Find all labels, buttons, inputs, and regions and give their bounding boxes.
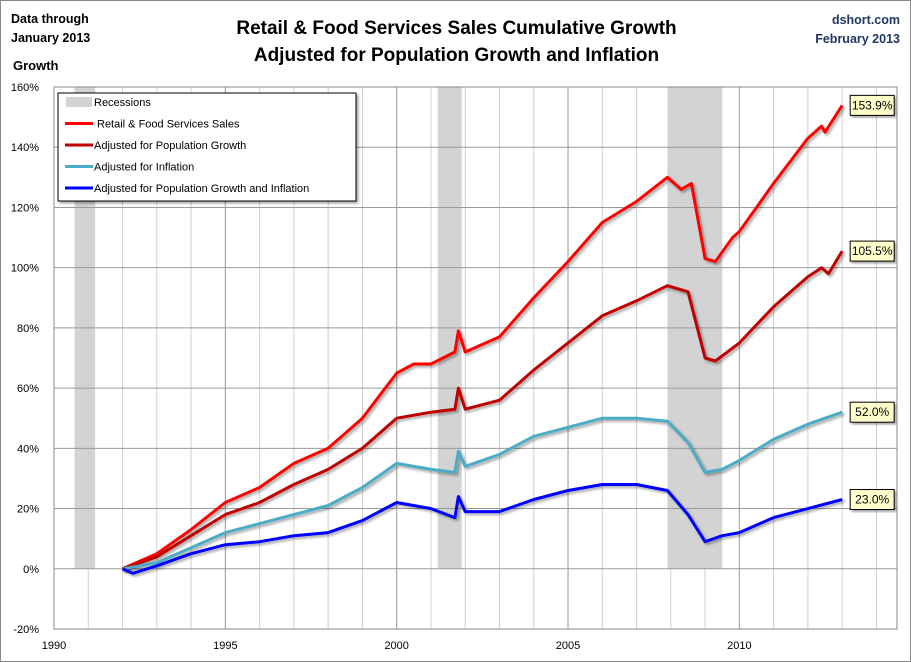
- y-tick-label: 80%: [17, 323, 39, 335]
- note-line-1: Data through: [11, 12, 89, 26]
- source-line-2: February 2013: [815, 32, 900, 46]
- y-tick-label: 140%: [11, 142, 39, 154]
- end-label-text: 105.5%: [852, 244, 893, 258]
- plot-border: [53, 86, 898, 630]
- end-label-text: 52.0%: [855, 405, 889, 419]
- x-tick-label: 1990: [42, 640, 66, 652]
- x-tick-label: 2010: [727, 640, 751, 652]
- legend-box: [57, 92, 357, 202]
- note-line-2: January 2013: [11, 31, 91, 45]
- data-through-note: Data through January 2013: [11, 10, 90, 48]
- end-label-box: [849, 489, 895, 511]
- end-value-label: 105.5%: [849, 240, 895, 262]
- y-tick-label: -20%: [13, 624, 39, 636]
- series-line-4: [121, 483, 843, 575]
- end-label-box: [849, 94, 895, 116]
- y-tick-label: 120%: [11, 202, 39, 214]
- legend-label: Retail & Food Services Sales: [97, 119, 240, 131]
- legend-label: Adjusted for Population Growth: [94, 140, 246, 152]
- end-value-label: 52.0%: [849, 401, 895, 423]
- end-label-box: [849, 401, 895, 423]
- y-tick-label: 160%: [11, 82, 39, 94]
- end-label-box: [849, 240, 895, 262]
- legend-label: Recessions: [94, 97, 151, 109]
- legend: Recessions Retail & Food Services Sales Ad…: [57, 92, 357, 202]
- end-label-text: 153.9%: [852, 98, 893, 112]
- end-label-text: 23.0%: [855, 493, 889, 507]
- x-tick-label: 1995: [213, 640, 237, 652]
- y-tick-label: 100%: [11, 263, 39, 275]
- source-line-1: dshort.com: [831, 13, 900, 27]
- title-line-2: Adjusted for Population Growth and Infla…: [253, 45, 660, 66]
- y-axis-label: Growth: [13, 58, 59, 73]
- y-tick-label: 60%: [17, 383, 39, 395]
- x-tick-label: 2005: [556, 640, 580, 652]
- title-line-1: Retail & Food Services Sales Cumulative …: [236, 18, 677, 39]
- y-tick-label: 0%: [23, 564, 39, 576]
- series-line-1: [121, 104, 844, 571]
- series-line-3: [122, 410, 843, 571]
- end-value-label: 23.0%: [849, 489, 895, 511]
- end-value-label: 153.9%: [849, 94, 895, 116]
- series-line-2: [122, 250, 844, 571]
- chart-title: Retail & Food Services Sales Cumulative …: [1, 15, 910, 69]
- legend-swatch-recession: [66, 97, 92, 107]
- legend-label: Adjusted for Inflation: [94, 162, 194, 174]
- x-tick-label: 2000: [384, 640, 408, 652]
- y-tick-label: 20%: [17, 504, 39, 516]
- y-tick-label: 40%: [17, 443, 39, 455]
- legend-label: Adjusted for Population Growth and Infla…: [94, 183, 309, 195]
- source-note: dshort.com February 2013: [815, 11, 900, 49]
